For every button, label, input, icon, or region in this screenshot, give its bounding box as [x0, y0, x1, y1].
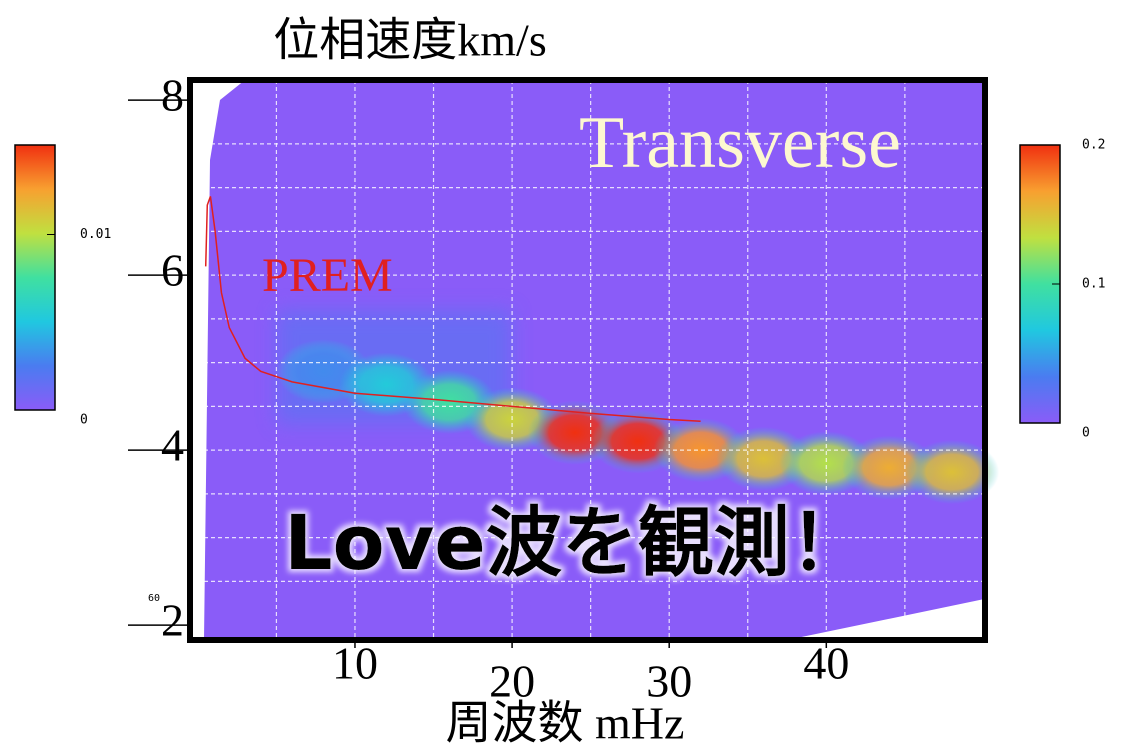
- annotation: 60: [148, 593, 160, 604]
- colorbar: [15, 145, 55, 410]
- x-tick-label: 30: [646, 656, 692, 707]
- y-tick-label: 6: [161, 245, 184, 296]
- colorbar-tick-label: 0.1: [1082, 277, 1105, 292]
- colorbar-tick-label: 0: [1082, 426, 1090, 441]
- page: {"chart_data":{"type":"heatmap","title":…: [0, 0, 1126, 754]
- y-axis-label: 位相速度km/s: [273, 15, 546, 66]
- x-tick-label: 10: [332, 638, 378, 689]
- colorbar-tick-label: 0.01: [80, 227, 111, 242]
- y-tick-label: 2: [161, 595, 184, 646]
- chart-title: Transverse: [579, 102, 901, 184]
- colorbar-tick-label: 0: [80, 413, 88, 428]
- annotation: Love波を観測！: [284, 498, 866, 587]
- x-tick-label: 40: [803, 638, 849, 689]
- y-tick-label: 4: [161, 420, 184, 471]
- x-tick-label: 20: [489, 656, 535, 707]
- colorbar-tick-label: 0.2: [1082, 138, 1105, 153]
- series-label: PREM: [262, 249, 393, 302]
- y-tick-label: 8: [161, 70, 184, 121]
- chart: 位相速度km/s 周波数 mHz PREM246810203040Transve…: [0, 0, 1126, 754]
